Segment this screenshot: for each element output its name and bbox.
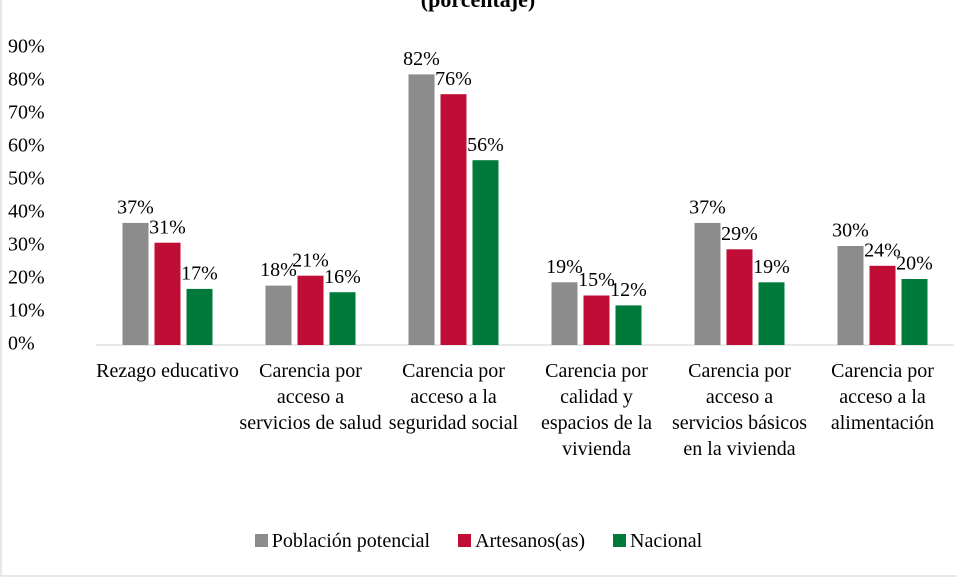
bar bbox=[186, 288, 213, 345]
x-tick-label: Rezago educativo bbox=[96, 360, 239, 382]
x-tick-label: Carencia por acceso a la seguridad socia… bbox=[388, 360, 519, 434]
data-label: 12% bbox=[610, 279, 647, 301]
data-label: 15% bbox=[578, 269, 615, 291]
data-label: 24% bbox=[864, 239, 901, 261]
y-tick-label: 80% bbox=[8, 69, 45, 91]
data-label: 19% bbox=[546, 256, 583, 278]
x-tick-label: Carencia por acceso a servicios básicos … bbox=[672, 360, 807, 460]
legend-item: Artesanos(as) bbox=[458, 530, 585, 552]
y-tick-label: 30% bbox=[8, 234, 45, 256]
y-tick-label: 0% bbox=[8, 333, 35, 355]
data-label: 19% bbox=[753, 256, 790, 278]
data-label: 21% bbox=[292, 249, 329, 271]
y-tick-label: 20% bbox=[8, 267, 45, 289]
bar bbox=[122, 222, 149, 345]
data-label: 17% bbox=[181, 262, 218, 284]
bar bbox=[615, 305, 642, 345]
bar bbox=[472, 160, 499, 345]
x-tick-label: Carencia por acceso a servicios de salud bbox=[239, 360, 382, 434]
data-label: 76% bbox=[435, 68, 472, 90]
legend-item: Población potencial bbox=[254, 530, 431, 552]
bar bbox=[869, 265, 896, 345]
data-label: 20% bbox=[896, 253, 933, 275]
legend-swatch bbox=[613, 534, 627, 547]
data-label: 16% bbox=[324, 266, 361, 288]
bar bbox=[329, 292, 356, 345]
legend-label: Artesanos(as) bbox=[475, 530, 586, 552]
bar bbox=[901, 279, 928, 345]
legend-label: Nacional bbox=[630, 530, 703, 552]
y-tick-label: 40% bbox=[8, 201, 45, 223]
y-tick-label: 50% bbox=[8, 168, 45, 190]
legend-swatch bbox=[458, 534, 472, 547]
y-tick-label: 70% bbox=[8, 102, 45, 124]
bar bbox=[583, 295, 610, 345]
bar bbox=[408, 74, 435, 346]
bar bbox=[726, 249, 753, 345]
bar bbox=[440, 94, 467, 345]
bar bbox=[837, 246, 864, 345]
data-label: 29% bbox=[721, 223, 758, 245]
bar bbox=[297, 275, 324, 345]
y-tick-label: 60% bbox=[8, 135, 45, 157]
data-label: 37% bbox=[689, 196, 726, 218]
data-label: 18% bbox=[260, 259, 297, 281]
chart-title: (porcentaje) bbox=[421, 0, 535, 12]
y-tick-label: 90% bbox=[8, 36, 45, 58]
legend-swatch bbox=[254, 534, 268, 547]
data-label: 31% bbox=[149, 216, 186, 238]
bar bbox=[551, 282, 578, 345]
data-label: 37% bbox=[117, 196, 154, 218]
data-label: 56% bbox=[467, 134, 504, 156]
legend-item: Nacional bbox=[613, 530, 702, 552]
bar bbox=[154, 242, 181, 345]
bar bbox=[758, 282, 785, 345]
data-label: 82% bbox=[403, 48, 440, 70]
legend-label: Población potencial bbox=[271, 530, 431, 552]
bar bbox=[265, 285, 292, 345]
y-tick-label: 10% bbox=[8, 300, 45, 322]
data-label: 30% bbox=[832, 220, 869, 242]
x-tick-label: Carencia por calidad y espacios de la vi… bbox=[540, 360, 653, 460]
x-tick-label: Carencia por acceso a la alimentación bbox=[830, 360, 935, 434]
bar bbox=[694, 222, 721, 345]
legend: Población potencial Artesanos(as) Nacional bbox=[0, 530, 957, 553]
